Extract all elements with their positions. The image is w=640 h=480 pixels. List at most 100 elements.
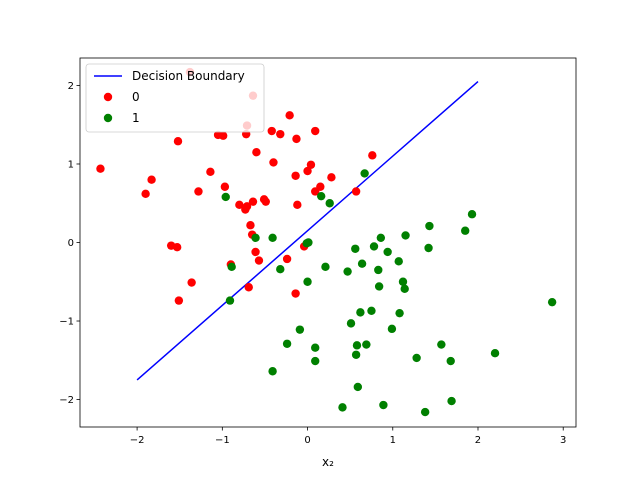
y-tick-label: 0 <box>68 238 74 249</box>
class-1-point <box>357 259 367 268</box>
legend-label: 0 <box>132 90 140 104</box>
class-0-point <box>303 166 312 176</box>
class-1-point <box>383 247 392 257</box>
class-0-point <box>206 167 215 177</box>
class-0-point <box>292 134 301 144</box>
class-0-point <box>242 202 252 211</box>
class-1-point <box>352 341 362 350</box>
class-0-point <box>316 182 325 191</box>
class-1-point <box>490 349 500 358</box>
class-0-point <box>251 247 260 257</box>
class-0-point <box>293 200 302 210</box>
class-0-point <box>173 137 183 146</box>
class-1-point <box>268 367 277 376</box>
class-0-point <box>141 189 150 199</box>
class-0-point <box>244 283 253 292</box>
legend-label: Decision Boundary <box>132 69 245 83</box>
class-1-point <box>356 308 365 317</box>
class-1-point <box>311 343 320 352</box>
class-0-point <box>267 126 276 136</box>
class-1-point <box>424 243 433 253</box>
class-1-point <box>268 233 277 242</box>
class-1-point <box>351 244 360 253</box>
x-tick-label: 0 <box>304 435 310 446</box>
class-1-point <box>353 382 363 392</box>
class-0-point <box>291 171 300 180</box>
class-1-point <box>346 319 356 328</box>
class-1-point <box>276 264 285 274</box>
class-1-point <box>362 340 371 349</box>
class-0-point <box>235 200 244 210</box>
class-0-point <box>252 148 261 157</box>
class-1-point <box>401 231 410 240</box>
x-axis-label: x₂ <box>322 455 334 469</box>
class-0-point <box>276 129 285 139</box>
class-1-point <box>394 257 403 266</box>
class-1-point <box>343 267 352 276</box>
class-0-point <box>220 182 230 191</box>
y-tick-label: 1 <box>68 159 74 170</box>
y-tick-label: 2 <box>68 81 74 92</box>
class-0-point <box>248 197 258 206</box>
class-0-point <box>96 164 105 173</box>
class-1-point <box>316 191 326 201</box>
x-tick-label: −1 <box>215 435 230 446</box>
class-1-point <box>338 403 347 412</box>
data-marks <box>96 67 557 417</box>
class-1-point <box>461 226 470 235</box>
legend: Decision Boundary 0 1 <box>85 63 265 133</box>
class-1-point <box>227 262 236 272</box>
class-1-point <box>437 340 446 349</box>
class-1-point <box>374 265 383 275</box>
class-0-point <box>282 254 292 264</box>
class-1-point <box>321 262 330 272</box>
legend-marker-swatch <box>103 113 113 123</box>
class-1-point <box>376 233 386 242</box>
legend-marker-swatch <box>103 92 113 102</box>
class-1-point <box>400 284 409 294</box>
class-1-point <box>387 324 397 334</box>
class-0-point <box>311 126 320 136</box>
class-1-point <box>398 277 408 286</box>
x-tick-label: 1 <box>390 435 396 446</box>
class-0-point <box>306 160 316 169</box>
class-1-point <box>304 238 313 247</box>
class-0-point <box>285 111 294 120</box>
class-1-point <box>282 339 292 348</box>
class-0-point <box>254 256 264 265</box>
legend-box <box>85 63 265 133</box>
y-tick-label: −2 <box>59 395 74 406</box>
class-1-point <box>311 356 320 366</box>
class-1-point <box>351 350 361 359</box>
class-0-point <box>194 187 203 196</box>
class-0-point <box>172 243 182 252</box>
axes: −2 −1 0 1 2 3 −2 −1 0 1 2 <box>59 57 577 446</box>
legend-label: 1 <box>132 111 140 125</box>
class-0-point <box>368 151 377 160</box>
class-1-point <box>395 308 404 318</box>
class-1-point <box>325 199 334 208</box>
class-0-point <box>246 221 255 230</box>
class-1-point <box>360 169 369 178</box>
class-0-point <box>174 296 184 305</box>
class-1-point <box>367 306 376 316</box>
class-0-point <box>291 289 300 298</box>
class-1-point <box>374 282 384 291</box>
class-1-point <box>221 192 230 202</box>
class-1-point <box>447 396 456 406</box>
class-0-point <box>269 158 278 167</box>
x-tick-label: 3 <box>560 435 566 446</box>
class-1-point <box>412 353 421 363</box>
class-0-point <box>327 173 336 182</box>
class-1-point <box>251 233 260 242</box>
class-1-point <box>425 221 434 231</box>
class-0-point <box>218 131 228 140</box>
class-1-point <box>295 325 305 334</box>
class-1-point <box>446 356 455 366</box>
class-1-point <box>547 297 557 307</box>
class-0-point <box>261 197 270 206</box>
x-tick-label: −2 <box>130 435 145 446</box>
decision-boundary-line <box>136 80 479 381</box>
class-1-point <box>379 400 388 410</box>
